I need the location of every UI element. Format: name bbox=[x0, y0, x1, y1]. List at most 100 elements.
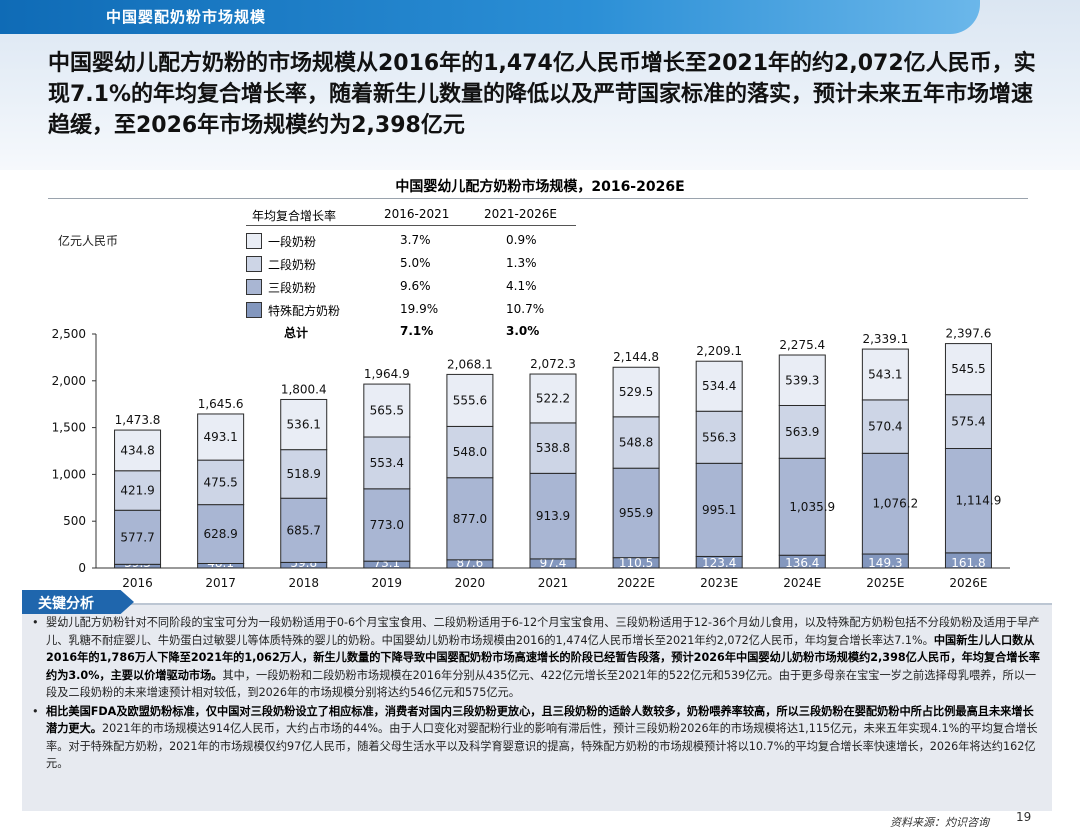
x-tick-label: 2018 bbox=[288, 576, 319, 590]
bar-segment bbox=[197, 504, 245, 564]
bar-segment bbox=[695, 462, 743, 557]
analysis-bullet: • 相比美国FDA及欧盟奶粉标准，仅中国对三段奶粉设立了相应标准，消费者对国内三… bbox=[32, 703, 1042, 773]
bar-value-label: 565.5 bbox=[370, 404, 404, 418]
bar-segment bbox=[114, 470, 162, 511]
y-tick-label: 1,000 bbox=[52, 467, 86, 481]
bar-segment bbox=[114, 429, 162, 472]
bar-value-label: 548.8 bbox=[619, 436, 653, 450]
legend-header-name: 年均复合增长率 bbox=[252, 209, 337, 223]
y-tick-label: 1,500 bbox=[52, 421, 86, 435]
bar-value-label: 995.1 bbox=[702, 503, 736, 517]
x-tick-label: 2020 bbox=[455, 576, 486, 590]
bar-segment bbox=[446, 425, 494, 479]
legend-swatch bbox=[246, 302, 262, 318]
page-section-title: 中国婴配奶粉市场规模 bbox=[106, 8, 267, 26]
bar-value-label: 529.5 bbox=[619, 385, 653, 399]
bar-value-label: 556.3 bbox=[702, 430, 736, 444]
legend-total-cagr-2: 3.0% bbox=[506, 324, 540, 338]
legend-header-col2: 2021-2026E bbox=[484, 207, 557, 221]
legend-label: 特殊配方奶粉 bbox=[268, 304, 341, 318]
y-tick-label: 0 bbox=[78, 561, 86, 575]
stacked-bar-chart: 05001,0001,5002,0002,50039.3577.7421.943… bbox=[52, 327, 1010, 590]
bar-segment bbox=[778, 404, 826, 459]
bar-value-label: 877.0 bbox=[453, 512, 487, 526]
bullet-bold-text: 相比美国FDA及欧盟奶粉标准，仅中国对三段奶粉设立了相应标准，消费者对国内三段奶… bbox=[46, 704, 1034, 736]
bullet-text: 婴幼儿配方奶粉针对不同阶段的宝宝可分为一段奶粉适用于0-6个月宝宝食用、二段奶粉… bbox=[46, 616, 1040, 647]
legend-swatch bbox=[246, 256, 262, 272]
bar-segment bbox=[695, 410, 743, 464]
bar-value-label: 1,114.9 bbox=[956, 494, 1002, 508]
headline: 中国婴幼儿配方奶粉的市场规模从2016年的1,474亿人民币增长至2021年的约… bbox=[48, 51, 1036, 138]
y-tick-label: 2,500 bbox=[52, 327, 86, 341]
x-tick-label: 2025E bbox=[866, 576, 904, 590]
legend-label: 三段奶粉 bbox=[268, 281, 317, 295]
bar-value-label: 136.4 bbox=[785, 556, 819, 570]
legend-cagr-1: 19.9% bbox=[400, 302, 439, 316]
bar-total-label: 2,397.6 bbox=[946, 327, 992, 341]
legend-total-cagr-1: 7.1% bbox=[400, 324, 434, 338]
y-tick-label: 2,000 bbox=[52, 374, 86, 388]
x-tick-label: 2017 bbox=[205, 576, 236, 590]
bullet-text: 其中，一段奶粉和二段奶粉市场规模在2016年分别从435亿元、422亿元增长至2… bbox=[46, 668, 1037, 700]
bar-segment bbox=[280, 398, 328, 451]
x-tick-label: 2019 bbox=[372, 576, 403, 590]
legend-cagr-2: 0.9% bbox=[506, 233, 537, 247]
y-axis-unit-label: 亿元人民币 bbox=[58, 234, 119, 248]
chart-title-divider bbox=[48, 198, 1028, 199]
legend-cagr-2: 1.3% bbox=[506, 256, 537, 270]
bar-segment bbox=[861, 399, 909, 454]
page-number: 19 bbox=[1016, 810, 1032, 824]
legend-cagr-1: 5.0% bbox=[400, 256, 431, 270]
bar-segment bbox=[363, 436, 411, 490]
bar-value-label: 534.4 bbox=[702, 379, 736, 393]
bar-segment bbox=[280, 497, 328, 563]
legend-cagr-1: 3.7% bbox=[400, 233, 431, 247]
x-tick-label: 2024E bbox=[783, 576, 821, 590]
analysis-tab: 关键分析 bbox=[22, 590, 134, 614]
legend-header-col1: 2016-2021 bbox=[384, 207, 450, 221]
bar-value-label: 123.4 bbox=[702, 556, 736, 570]
bar-value-label: 563.9 bbox=[785, 425, 819, 439]
bar-total-label: 2,072.3 bbox=[530, 357, 576, 371]
bar-segment bbox=[114, 509, 162, 565]
x-tick-label: 2021 bbox=[538, 576, 569, 590]
analysis-bullets: • 婴幼儿配方奶粉针对不同阶段的宝宝可分为一段奶粉适用于0-6个月宝宝食用、二段… bbox=[32, 614, 1042, 774]
bar-value-label: 555.6 bbox=[453, 393, 487, 407]
bar-segment bbox=[612, 416, 660, 469]
bar-segment bbox=[861, 452, 909, 555]
bar-value-label: 543.1 bbox=[868, 367, 902, 381]
bar-total-label: 2,275.4 bbox=[779, 338, 825, 352]
x-tick-label: 2023E bbox=[700, 576, 738, 590]
bar-value-label: 475.5 bbox=[203, 475, 237, 489]
bar-total-label: 1,800.4 bbox=[281, 382, 327, 396]
bullet-text: 2021年的市场规模达914亿人民币，大约占市场的44%。由于人口变化对婴配粉行… bbox=[46, 722, 1038, 770]
legend-cagr-2: 4.1% bbox=[506, 279, 537, 293]
bar-value-label: 1,076.2 bbox=[872, 497, 918, 511]
bar-total-label: 2,068.1 bbox=[447, 357, 493, 371]
bar-segment bbox=[363, 383, 411, 438]
bar-value-label: 570.4 bbox=[868, 420, 902, 434]
bar-value-label: 553.4 bbox=[370, 456, 404, 470]
bar-value-label: 493.1 bbox=[203, 430, 237, 444]
bar-total-label: 1,473.8 bbox=[115, 413, 161, 427]
bar-value-label: 110.5 bbox=[619, 556, 653, 570]
bar-segment bbox=[778, 457, 826, 556]
bar-value-label: 773.0 bbox=[370, 518, 404, 532]
bar-value-label: 434.8 bbox=[120, 443, 154, 457]
header-tab bbox=[0, 0, 980, 34]
bullet-bold-text: 中国新生儿人口数从2016年的1,786万人下降至2021年的1,062万人，新… bbox=[46, 633, 1040, 682]
legend-swatch bbox=[246, 279, 262, 295]
bar-value-label: 628.9 bbox=[203, 527, 237, 541]
bar-value-label: 955.9 bbox=[619, 506, 653, 520]
bar-value-label: 577.7 bbox=[120, 530, 154, 544]
bullet-dot: • bbox=[32, 616, 39, 629]
bar-value-label: 548.0 bbox=[453, 445, 487, 459]
x-tick-label: 2016 bbox=[122, 576, 153, 590]
analysis-bullet: • 婴幼儿配方奶粉针对不同阶段的宝宝可分为一段奶粉适用于0-6个月宝宝食用、二段… bbox=[32, 614, 1042, 702]
bar-segment bbox=[363, 488, 411, 562]
bar-segment bbox=[197, 413, 245, 461]
bar-segment bbox=[861, 348, 909, 401]
bar-value-label: 685.7 bbox=[287, 523, 321, 537]
bar-value-label: 575.4 bbox=[951, 415, 985, 429]
bar-value-label: 149.3 bbox=[868, 556, 902, 570]
